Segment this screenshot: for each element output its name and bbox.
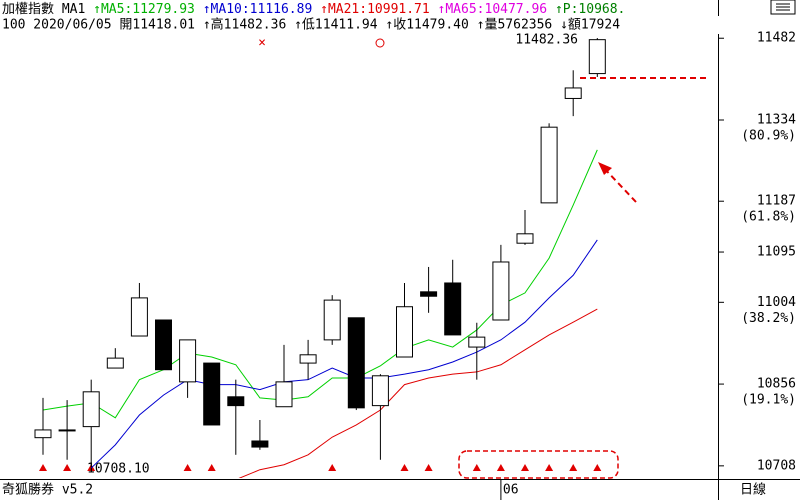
- candle-body: [58, 429, 76, 432]
- candle-body: [444, 282, 462, 336]
- signal-triangle: [496, 464, 505, 471]
- header-item: ↑P:10968.: [555, 2, 625, 17]
- header-row2: 100 2020/06/05 開11418.01 ↑高11482.36 ↑低11…: [2, 17, 620, 33]
- y-tick-note: (61.8%): [741, 210, 796, 225]
- period: 日線: [740, 482, 766, 498]
- ma-line: [90, 239, 598, 469]
- candle-body: [275, 381, 293, 408]
- y-tick-label: 11095: [757, 245, 796, 260]
- candle-body: [251, 440, 269, 448]
- signal-triangle: [472, 464, 481, 471]
- header-item: ↑MA5:11279.93: [93, 2, 203, 17]
- annotation-high: 11482.36: [515, 33, 578, 48]
- signal-triangle: [521, 464, 529, 471]
- y-tick-label: 11334: [757, 112, 796, 127]
- header-item: ↑MA21:10991.71: [320, 2, 437, 17]
- signal-o: [375, 38, 385, 48]
- candle-body: [540, 126, 558, 204]
- signal-triangle: [183, 464, 192, 471]
- signal-triangle: [545, 464, 554, 471]
- candle-body: [130, 297, 148, 337]
- candle-body: [396, 306, 413, 358]
- plot: [34, 38, 606, 478]
- signal-triangle: [39, 464, 47, 471]
- signal-triangle: [424, 464, 433, 471]
- signal-triangle: [400, 464, 409, 471]
- y-tick-note: (80.9%): [741, 128, 796, 143]
- y-tick-label: 11482: [757, 31, 796, 46]
- signal-triangle: [207, 464, 216, 471]
- annotation-low: 10708.10: [87, 462, 150, 477]
- signal-x: ×: [258, 36, 266, 51]
- x-tick-label: 06: [503, 483, 519, 498]
- candle-body: [106, 357, 124, 369]
- candle-body: [371, 375, 389, 407]
- candle-body: [299, 354, 317, 364]
- candle-body: [588, 39, 606, 75]
- candle-body: [516, 233, 534, 244]
- candle-body: [468, 336, 486, 348]
- header-item: 加權指數 MA1: [2, 2, 93, 17]
- brand: 奇狐勝券 v5.2: [2, 482, 93, 498]
- candle-body: [179, 339, 197, 383]
- y-tick-label: 11187: [757, 194, 796, 209]
- candle-body: [34, 429, 52, 439]
- signal-triangle: [328, 464, 337, 471]
- y-tick-note: (38.2%): [741, 311, 796, 326]
- candle-body: [82, 391, 100, 428]
- candle-body: [347, 317, 365, 409]
- arrow: [601, 165, 637, 203]
- header-row1: 加權指數 MA1 ↑MA5:11279.93 ↑MA10:11116.89 ↑M…: [2, 2, 625, 17]
- candle-body: [227, 396, 245, 407]
- arrow-head: [598, 162, 612, 175]
- y-tick-note: (19.1%): [741, 393, 796, 408]
- signal-triangle: [63, 464, 72, 471]
- highlight-box: [458, 450, 619, 479]
- signal-triangle: [569, 464, 578, 471]
- signal-markers: [39, 464, 602, 471]
- y-tick-label: 11004: [757, 295, 796, 310]
- candle-body: [155, 319, 172, 371]
- candle-body: [420, 291, 438, 297]
- candle-body: [203, 362, 221, 426]
- candle-body: [564, 87, 582, 99]
- signal-triangle: [593, 464, 602, 471]
- header-mask: [718, 16, 800, 34]
- candle-body: [492, 261, 510, 321]
- header-item: ↑MA10:11116.89: [203, 2, 320, 17]
- y-tick-label: 10856: [757, 377, 796, 392]
- y-tick-label: 10708: [757, 458, 796, 473]
- candle-body: [323, 299, 341, 341]
- ma-line: [238, 308, 598, 478]
- header-item: ↑MA65:10477.96: [438, 2, 555, 17]
